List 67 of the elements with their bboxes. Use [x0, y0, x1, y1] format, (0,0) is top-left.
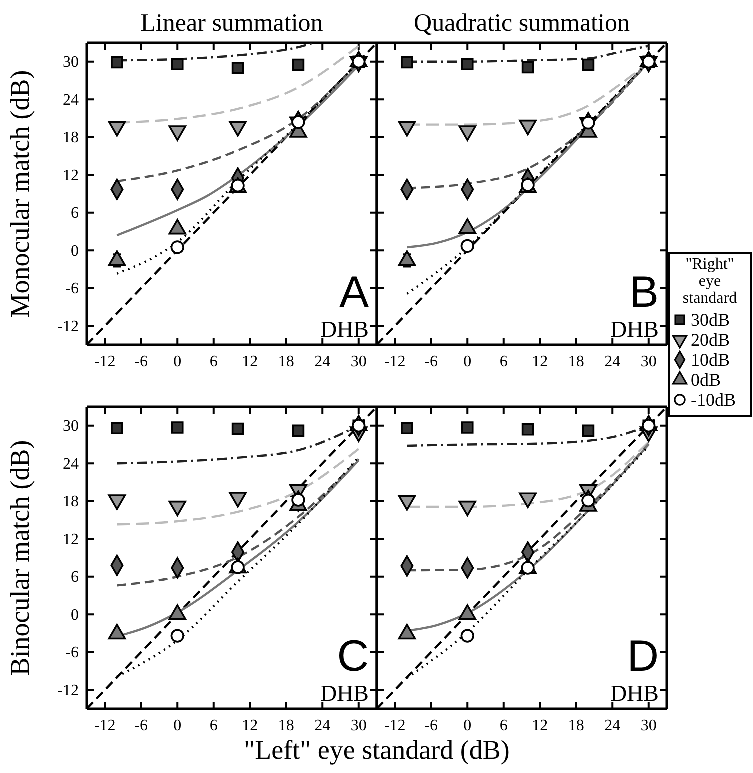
- x-tick-label: 24: [604, 717, 621, 734]
- y-tick-label: 0: [71, 242, 79, 260]
- x-tick-label: 30: [640, 717, 657, 734]
- x-tick-label: 30: [640, 353, 657, 370]
- x-tick-label: 30: [350, 717, 367, 734]
- x-tick-label: 6: [210, 717, 218, 734]
- x-tick-label: 30: [350, 353, 367, 370]
- y-tick-label: -6: [66, 644, 79, 662]
- y-tick-label: 30: [63, 418, 79, 435]
- x-tick-label: 0: [464, 353, 472, 370]
- x-tick-label: 6: [500, 717, 508, 734]
- chart-title: Quadratic summation: [414, 10, 630, 37]
- x-tick-label: 12: [242, 353, 258, 370]
- y-tick-label: -12: [58, 318, 79, 336]
- x-tick-label: -12: [384, 717, 406, 734]
- y-axis-title: Monocular match (dB): [5, 70, 35, 318]
- annotation: DHB: [320, 317, 369, 342]
- x-tick-label: -6: [134, 717, 148, 734]
- annotation: C: [337, 632, 369, 681]
- chart-title: Linear summation: [140, 10, 324, 37]
- annotation: DHB: [320, 681, 369, 706]
- y-tick-label: 12: [63, 167, 79, 184]
- annotation: DHB: [610, 317, 659, 342]
- legend-label: -10dB: [691, 390, 736, 410]
- y-tick-label: -6: [66, 280, 79, 298]
- x-tick-label: 18: [568, 717, 584, 734]
- legend-label: 0dB: [691, 370, 722, 390]
- x-tick-label: -6: [424, 717, 438, 734]
- x-tick-label: 24: [604, 353, 621, 370]
- y-tick-label: 18: [63, 493, 79, 510]
- legend-label: 20dB: [691, 330, 730, 350]
- x-tick-label: 0: [464, 717, 472, 734]
- x-tick-label: -6: [134, 353, 148, 370]
- x-tick-label: 12: [532, 717, 548, 734]
- x-tick-label: 18: [278, 717, 294, 734]
- x-axis-title: "Left" eye standard (dB): [244, 735, 510, 765]
- x-tick-label: -12: [94, 353, 116, 370]
- x-tick-label: 12: [532, 353, 548, 370]
- x-tick-label: 0: [174, 717, 182, 734]
- legend-label: 30dB: [691, 310, 730, 330]
- y-tick-label: 0: [71, 606, 79, 624]
- x-tick-label: 0: [174, 353, 182, 370]
- annotation: A: [340, 268, 370, 317]
- y-tick-label: 18: [63, 129, 79, 146]
- y-tick-label: 30: [63, 54, 79, 71]
- annotation: DHB: [610, 681, 659, 706]
- legend-label: 10dB: [691, 350, 730, 370]
- annotation: B: [630, 268, 659, 317]
- y-tick-label: 12: [63, 531, 79, 548]
- x-tick-label: 24: [314, 353, 331, 370]
- x-tick-label: 6: [210, 353, 218, 370]
- x-tick-label: 18: [568, 353, 584, 370]
- x-tick-label: -12: [94, 717, 116, 734]
- y-tick-label: 24: [63, 92, 79, 109]
- y-tick-label: 6: [71, 204, 79, 222]
- y-axis-title: Binocular match (dB): [5, 440, 35, 676]
- x-tick-label: -6: [424, 353, 438, 370]
- y-tick-label: 6: [71, 568, 79, 586]
- y-tick-label: -12: [58, 682, 79, 700]
- x-tick-label: -12: [384, 353, 406, 370]
- x-tick-label: 6: [500, 353, 508, 370]
- x-tick-label: 18: [278, 353, 294, 370]
- x-tick-label: 12: [242, 717, 258, 734]
- x-tick-label: 24: [314, 717, 331, 734]
- y-tick-label: 24: [63, 456, 79, 473]
- annotation: D: [627, 632, 659, 681]
- legend-title: "Right" eye standard: [682, 256, 738, 307]
